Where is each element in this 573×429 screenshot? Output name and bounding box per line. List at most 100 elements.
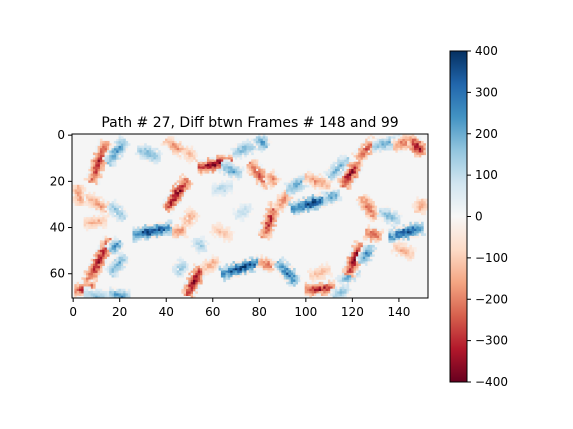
heatmap-cell (106, 291, 110, 294)
heatmap-cell (397, 254, 401, 257)
heatmap-cell (223, 189, 226, 193)
heatmap-cell (125, 258, 129, 262)
heatmap-cell (106, 205, 110, 209)
heatmap-cell (181, 263, 184, 266)
heatmap-cell (176, 189, 180, 193)
heatmap-cell (407, 145, 410, 149)
heatmap-cell (288, 274, 292, 278)
heatmap-cell (99, 295, 103, 298)
heatmap-cell (248, 203, 252, 206)
heatmap-cell (307, 286, 310, 290)
heatmap-cell (276, 196, 280, 199)
heatmap-cell (341, 288, 345, 292)
heatmap-cell (123, 138, 126, 142)
heatmap-cell (204, 249, 208, 253)
heatmap-cell (421, 143, 424, 146)
heatmap-cell (206, 164, 210, 167)
heatmap-cell (151, 157, 154, 160)
heatmap-cell (400, 242, 403, 246)
heatmap-cell (372, 145, 375, 149)
heatmap-cell (313, 288, 317, 292)
heatmap-cell (307, 295, 310, 298)
heatmap-cell (174, 136, 178, 139)
heatmap-cell (260, 150, 264, 153)
heatmap-cell (353, 242, 357, 246)
heatmap-cell (88, 214, 91, 218)
heatmap-cell (190, 152, 194, 156)
heatmap-cell (372, 247, 375, 250)
heatmap-cell (327, 175, 331, 179)
heatmap-cell (339, 175, 343, 179)
heatmap-cell (400, 237, 403, 241)
heatmap-cell (418, 231, 422, 234)
heatmap-cell (97, 140, 101, 144)
heatmap-cell (395, 226, 399, 229)
heatmap-cell (204, 270, 208, 273)
heatmap-cell (120, 219, 124, 223)
heatmap-cell (179, 263, 182, 266)
heatmap-cell (393, 240, 396, 243)
heatmap-cell (281, 261, 285, 264)
heatmap-cell (397, 134, 401, 137)
heatmap-cell (365, 210, 368, 213)
heatmap-cell (390, 237, 394, 241)
heatmap-cell (395, 244, 399, 248)
heatmap-cell (106, 207, 110, 211)
heatmap-cell (367, 145, 371, 149)
heatmap-cell (123, 145, 126, 149)
heatmap-cell (74, 291, 77, 294)
heatmap-cell (118, 150, 122, 153)
heatmap-cell (206, 265, 210, 269)
heatmap-cell (186, 263, 189, 266)
heatmap-cell (372, 228, 375, 232)
heatmap-cell (344, 159, 347, 163)
heatmap-cell (418, 152, 422, 156)
heatmap-cell (206, 270, 210, 273)
colorbar-tick-label: −300 (475, 334, 508, 348)
heatmap-cell (355, 166, 359, 169)
heatmap-cell (85, 221, 89, 225)
heatmap-cell (283, 263, 287, 266)
heatmap-cell (362, 143, 366, 146)
heatmap-cell (123, 207, 126, 211)
heatmap-cell (81, 200, 84, 204)
heatmap-stroke (104, 198, 131, 225)
heatmap-cell (174, 145, 178, 149)
heatmap-cell (411, 136, 415, 139)
heatmap-cell (230, 235, 233, 239)
heatmap-cell (330, 274, 333, 278)
heatmap-cell (358, 263, 361, 266)
heatmap-cell (409, 231, 413, 234)
heatmap-cell (146, 226, 150, 229)
heatmap-cell (320, 189, 324, 193)
heatmap-cell (388, 219, 392, 223)
heatmap-cell (125, 293, 129, 296)
heatmap-cell (279, 198, 282, 202)
heatmap-cell (85, 196, 89, 199)
heatmap-cell (304, 203, 308, 206)
heatmap-cell (76, 189, 80, 193)
heatmap-cell (202, 159, 205, 163)
heatmap-cell (104, 254, 108, 257)
heatmap-cell (181, 182, 184, 186)
heatmap-cell (160, 152, 164, 156)
heatmap-cell (197, 168, 201, 172)
heatmap-cell (172, 187, 175, 190)
heatmap-cell (255, 145, 259, 149)
heatmap-cell (111, 237, 115, 241)
heatmap-stroke (255, 254, 278, 276)
heatmap-cell (267, 217, 271, 220)
heatmap-cell (104, 251, 108, 255)
heatmap-cell (330, 279, 333, 283)
heatmap-cell (369, 203, 373, 206)
heatmap-cell (323, 177, 326, 181)
heatmap-cell (234, 274, 238, 278)
heatmap-cell (418, 145, 422, 149)
heatmap-cell (113, 235, 117, 239)
heatmap-cell (414, 203, 417, 206)
heatmap-cell (402, 226, 406, 229)
heatmap-cell (393, 244, 396, 248)
heatmap-cell (234, 147, 238, 151)
heatmap-cell (216, 159, 219, 163)
heatmap-cell (367, 251, 371, 255)
